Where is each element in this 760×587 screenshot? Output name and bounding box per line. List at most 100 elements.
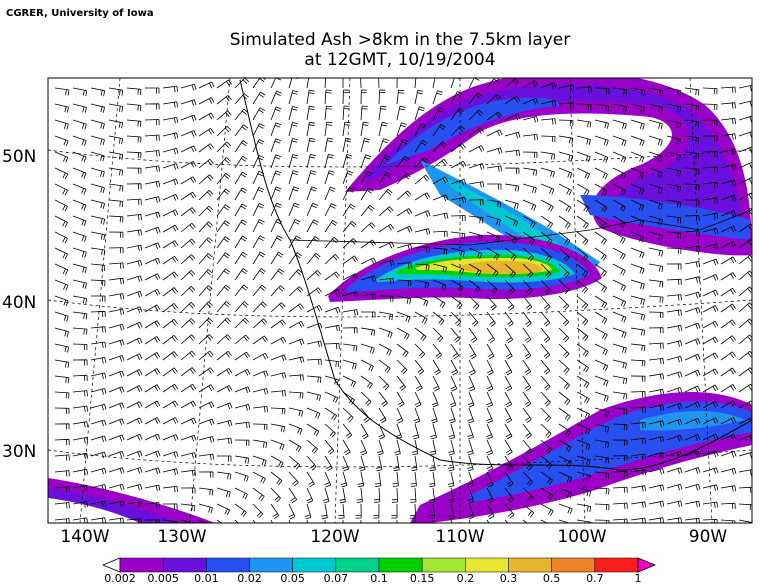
wind-barb — [432, 158, 448, 169]
wind-barb — [360, 359, 374, 372]
wind-barb — [540, 519, 548, 523]
wind-barb — [738, 318, 752, 329]
wind-barb — [540, 231, 553, 246]
wind-barb — [594, 215, 608, 229]
wind-barb — [377, 439, 384, 456]
wind-barb — [666, 324, 683, 332]
wind-barb — [666, 135, 681, 145]
wind-barb — [162, 271, 179, 281]
wind-barb — [450, 247, 465, 258]
wind-barb — [306, 186, 318, 201]
wind-barb — [450, 375, 458, 392]
wind-barb — [90, 167, 105, 178]
wind-barb — [630, 87, 646, 96]
wind-barb — [360, 391, 372, 406]
wind-barb — [72, 247, 87, 258]
wind-barb — [429, 471, 436, 488]
colorbar-label: 0.01 — [194, 572, 219, 585]
colorbar-label: 0.2 — [457, 572, 475, 585]
wind-barb — [145, 87, 160, 94]
wind-barb — [666, 103, 682, 113]
wind-barb — [378, 188, 393, 201]
wind-barb — [612, 279, 626, 292]
wind-barb — [252, 284, 267, 297]
wind-barb — [252, 235, 265, 249]
wind-barb — [594, 183, 608, 196]
wind-barb — [144, 273, 161, 281]
wind-barb — [216, 334, 232, 345]
wind-barb — [540, 247, 552, 262]
wind-barb — [198, 143, 214, 153]
wind-barb — [144, 304, 161, 313]
wind-barb — [702, 258, 719, 266]
wind-barb — [522, 116, 539, 123]
wind-barb — [666, 263, 682, 270]
wind-barb — [360, 105, 368, 121]
wind-barb — [467, 407, 475, 424]
wind-barb — [162, 163, 179, 170]
wind-barb — [342, 220, 357, 233]
wind-barb — [396, 279, 412, 287]
wind-barb — [486, 327, 496, 344]
wind-barb — [72, 343, 88, 351]
wind-barb — [612, 439, 628, 446]
wind-barb — [270, 471, 283, 486]
wind-barb — [288, 138, 299, 153]
wind-barb — [432, 391, 439, 408]
wind-barb — [720, 417, 737, 425]
wind-barb — [396, 343, 409, 358]
wind-barb — [504, 199, 519, 210]
wind-barb — [486, 359, 494, 376]
wind-barb — [360, 327, 376, 336]
wind-barb — [648, 87, 664, 97]
wind-barb — [612, 103, 628, 113]
wind-barb — [288, 106, 299, 121]
wind-barb — [522, 311, 532, 327]
wind-barb — [144, 150, 160, 157]
wind-barb — [90, 419, 107, 427]
wind-barb — [594, 439, 610, 448]
wind-barb — [252, 107, 265, 121]
wind-barb — [108, 355, 125, 362]
wind-barb — [90, 372, 107, 380]
wind-barb — [126, 260, 143, 267]
wind-barb — [738, 469, 752, 476]
wind-barb — [630, 199, 645, 211]
wind-barb — [288, 374, 304, 381]
wind-barb — [252, 318, 268, 329]
wind-barb — [738, 451, 752, 459]
wind-barb — [108, 277, 124, 285]
wind-barb — [252, 352, 269, 361]
wind-barb — [72, 311, 88, 320]
wind-barb — [180, 238, 196, 249]
wind-barb — [144, 165, 160, 172]
wind-barb — [126, 433, 143, 441]
wind-barb — [234, 487, 248, 500]
wind-barb — [594, 311, 608, 325]
wind-barb — [630, 327, 646, 336]
wind-barb — [486, 147, 503, 155]
wind-barb — [72, 484, 89, 492]
wind-barb — [648, 231, 663, 241]
wind-barb — [90, 403, 107, 411]
colorbar-segment — [465, 557, 509, 573]
colorbar-label: 1 — [635, 572, 642, 585]
wind-barb — [558, 215, 571, 229]
wind-barb — [612, 311, 627, 323]
wind-barb — [288, 154, 299, 169]
wind-barb — [72, 359, 88, 366]
wind-barb — [648, 388, 665, 396]
wind-barb — [360, 78, 362, 89]
wind-barb — [468, 231, 483, 242]
wind-barb — [54, 327, 69, 338]
wind-barb — [486, 455, 494, 472]
wind-barb — [666, 294, 682, 301]
wind-barb — [522, 423, 532, 439]
wind-barb — [648, 167, 663, 178]
wind-barb — [342, 78, 344, 88]
wind-barb — [324, 186, 336, 201]
wind-barb — [252, 335, 268, 345]
wind-barb — [126, 417, 143, 425]
wind-barb — [391, 487, 398, 503]
wind-barb — [54, 103, 69, 113]
